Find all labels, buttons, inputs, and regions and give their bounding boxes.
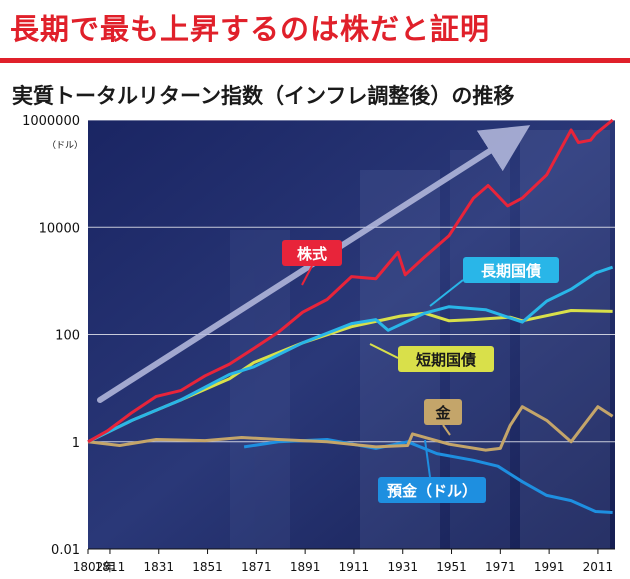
y-tick-label: 0.01 (51, 543, 80, 558)
x-tick-label: 1911 (339, 560, 370, 574)
series-label-leader (369, 343, 399, 359)
y-tick-label: 10000 (39, 221, 80, 236)
series-label-leader (301, 265, 313, 286)
x-tick-label: 1991 (534, 560, 565, 574)
series-label: 預金（ドル） (387, 482, 477, 500)
y-tick-label: 1 (72, 436, 80, 451)
series-label-leader (429, 279, 464, 307)
trend-arrow (97, 125, 531, 403)
series-label-box (378, 477, 486, 503)
series-label-leader (442, 424, 451, 436)
headline: 長期で最も上昇するのは株だと証明 (10, 12, 491, 46)
series-label: 短期国債 (416, 351, 476, 369)
series-label-leader (424, 439, 431, 478)
y-tick-label: 1000000 (22, 114, 80, 129)
chart-subtitle: 実質トータルリターン指数（インフレ調整後）の推移 (12, 84, 515, 108)
series-line-dollar (243, 438, 613, 514)
x-tick-label: 1951 (436, 560, 467, 574)
series-line-gold (87, 405, 614, 452)
x-tick-label: 1971 (485, 560, 516, 574)
x-tick-label: 1931 (387, 560, 418, 574)
x-tick-label: 2011 (583, 560, 614, 574)
series-line-bonds (87, 265, 614, 444)
series-label: 金 (434, 404, 451, 422)
x-tick-label: 1802年 (73, 560, 116, 574)
x-tick-label: 1831 (143, 560, 174, 574)
y-axis-unit: （ドル） (47, 140, 83, 151)
series-label-box (282, 240, 342, 266)
series-label-box (424, 399, 462, 425)
x-tick-label: 1891 (290, 560, 321, 574)
y-tick-label: 100 (55, 329, 80, 344)
series-line-stocks (87, 118, 614, 444)
x-tick-label: 1811 (95, 560, 126, 574)
series-label: 長期国債 (481, 262, 541, 280)
headline-underline (0, 58, 630, 63)
series-label-box (398, 346, 494, 372)
series-label-box (463, 257, 559, 283)
x-tick-label: 1851 (192, 560, 223, 574)
x-tick-label: 1871 (241, 560, 272, 574)
series-label: 株式 (297, 245, 327, 263)
